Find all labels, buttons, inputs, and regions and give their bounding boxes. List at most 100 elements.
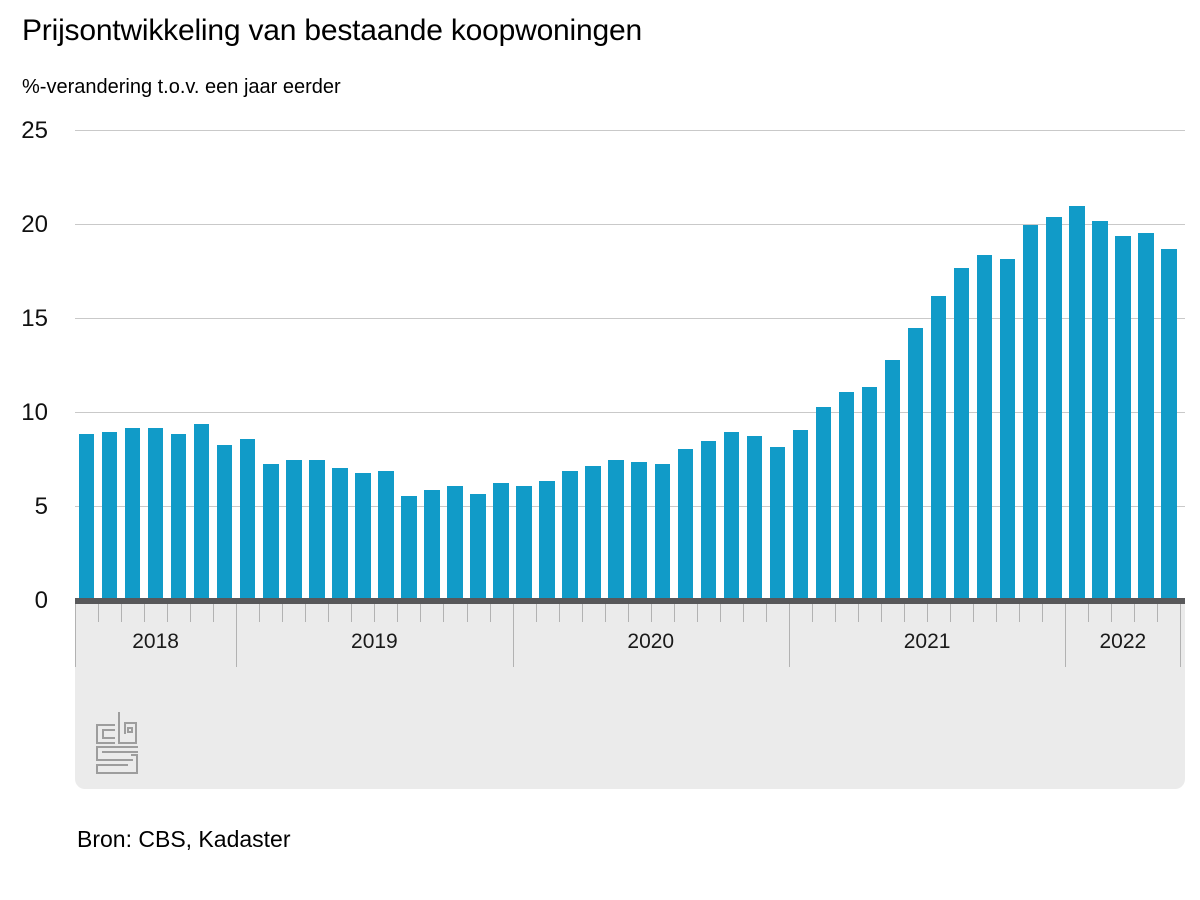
bar (654, 463, 670, 601)
month-tick (466, 604, 468, 622)
bar (1022, 225, 1039, 601)
bar (861, 386, 878, 601)
month-tick (397, 604, 399, 622)
bar (815, 407, 832, 601)
month-tick (650, 604, 652, 622)
month-tick (811, 604, 813, 622)
bar (378, 471, 394, 601)
bar (516, 486, 532, 601)
year-separator-tick (512, 604, 514, 667)
bar (147, 428, 164, 601)
bar (101, 431, 118, 601)
y-tick-label-15: 15 (21, 305, 48, 332)
month-tick (858, 604, 860, 622)
bar (1115, 236, 1131, 601)
bar (355, 473, 371, 601)
bar (493, 482, 509, 601)
y-tick-label-5: 5 (34, 493, 48, 520)
bar (216, 444, 233, 601)
month-tick (834, 604, 836, 622)
y-tick-label-20: 20 (21, 211, 48, 238)
bar (332, 467, 348, 601)
month-tick (1134, 604, 1136, 622)
bar (746, 435, 763, 601)
bar (884, 360, 901, 601)
month-tick (167, 604, 169, 622)
y-tick-label-0: 0 (34, 587, 48, 614)
bar (78, 433, 95, 601)
bar (562, 471, 578, 601)
gridline-15 (75, 318, 1185, 319)
month-tick (1111, 604, 1113, 622)
chart-subtitle: %-verandering t.o.v. een jaar eerder (22, 76, 341, 98)
year-separator-tick (788, 604, 790, 667)
month-tick (719, 604, 721, 622)
month-tick (259, 604, 261, 622)
bar (976, 255, 993, 601)
month-tick (443, 604, 445, 622)
bar (677, 448, 694, 601)
month-tick (765, 604, 767, 622)
month-tick (98, 604, 100, 622)
month-tick (328, 604, 330, 622)
bar (124, 428, 141, 601)
x-axis-zero-line (75, 598, 1185, 604)
month-tick (305, 604, 307, 622)
month-tick (996, 604, 998, 622)
bar (585, 465, 601, 601)
bar (769, 446, 786, 601)
year-label-2018: 2018 (132, 630, 179, 653)
year-separator-tick (1065, 604, 1067, 667)
gridline-20 (75, 224, 1185, 225)
bar (1138, 232, 1154, 601)
month-tick (1019, 604, 1021, 622)
month-tick (904, 604, 906, 622)
bar (539, 480, 555, 601)
month-tick (489, 604, 491, 622)
month-tick (1157, 604, 1159, 622)
bar (999, 258, 1016, 601)
month-tick (927, 604, 929, 622)
x-axis-band: 2018 2019 2020 2021 2022 (75, 604, 1185, 789)
gridline-25 (75, 130, 1185, 131)
bar (907, 328, 924, 601)
bar (447, 486, 463, 601)
bar (170, 433, 187, 601)
month-tick (190, 604, 192, 622)
cbs-logo-icon (96, 712, 138, 774)
month-tick (950, 604, 952, 622)
source-note: Bron: CBS, Kadaster (77, 826, 291, 852)
bar (1046, 217, 1062, 601)
year-label-2019: 2019 (351, 630, 398, 653)
month-tick (1088, 604, 1090, 622)
month-tick (282, 604, 284, 622)
month-tick (420, 604, 422, 622)
bar (1092, 221, 1108, 601)
gridline-5 (75, 506, 1185, 507)
bar (700, 441, 717, 601)
month-tick (673, 604, 675, 622)
bar (309, 460, 325, 601)
bar (424, 490, 440, 601)
month-tick (535, 604, 537, 622)
year-label-2021: 2021 (903, 630, 951, 653)
bar (263, 463, 279, 601)
bar (193, 424, 210, 601)
month-tick (696, 604, 698, 622)
month-tick (374, 604, 376, 622)
bar (608, 460, 624, 601)
bar (631, 461, 647, 601)
bar (239, 439, 256, 601)
chart-title: Prijsontwikkeling van bestaande koopwoni… (22, 14, 642, 47)
month-tick (558, 604, 560, 622)
month-tick (604, 604, 606, 622)
bar (470, 493, 486, 601)
bar (792, 429, 809, 601)
plot-area (75, 130, 1185, 601)
month-tick (213, 604, 215, 622)
month-tick (881, 604, 883, 622)
month-tick (144, 604, 146, 622)
bar (286, 460, 302, 601)
year-separator-tick (75, 604, 76, 667)
